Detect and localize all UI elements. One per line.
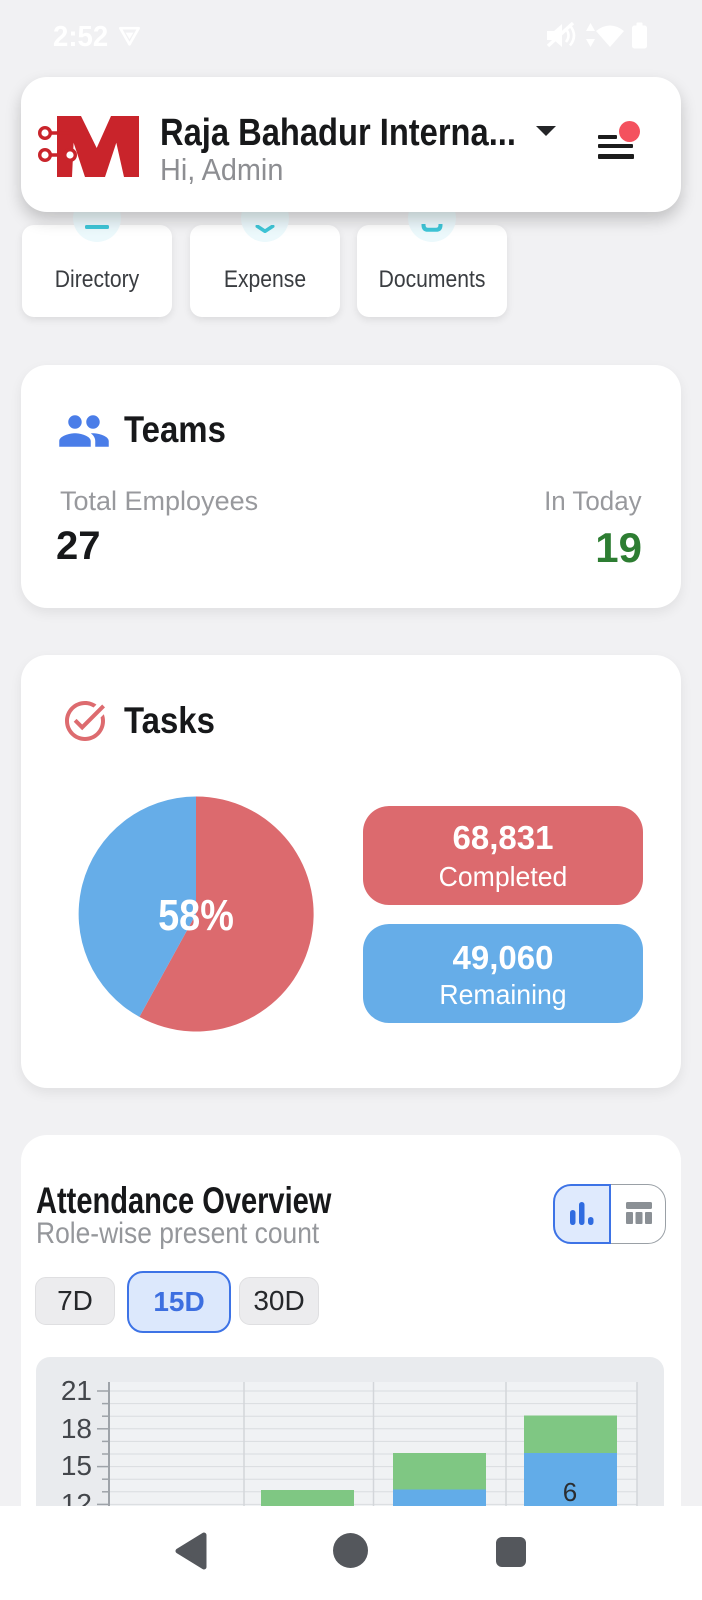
svg-text:6: 6	[563, 1477, 577, 1507]
svg-text:58%: 58%	[158, 890, 234, 939]
